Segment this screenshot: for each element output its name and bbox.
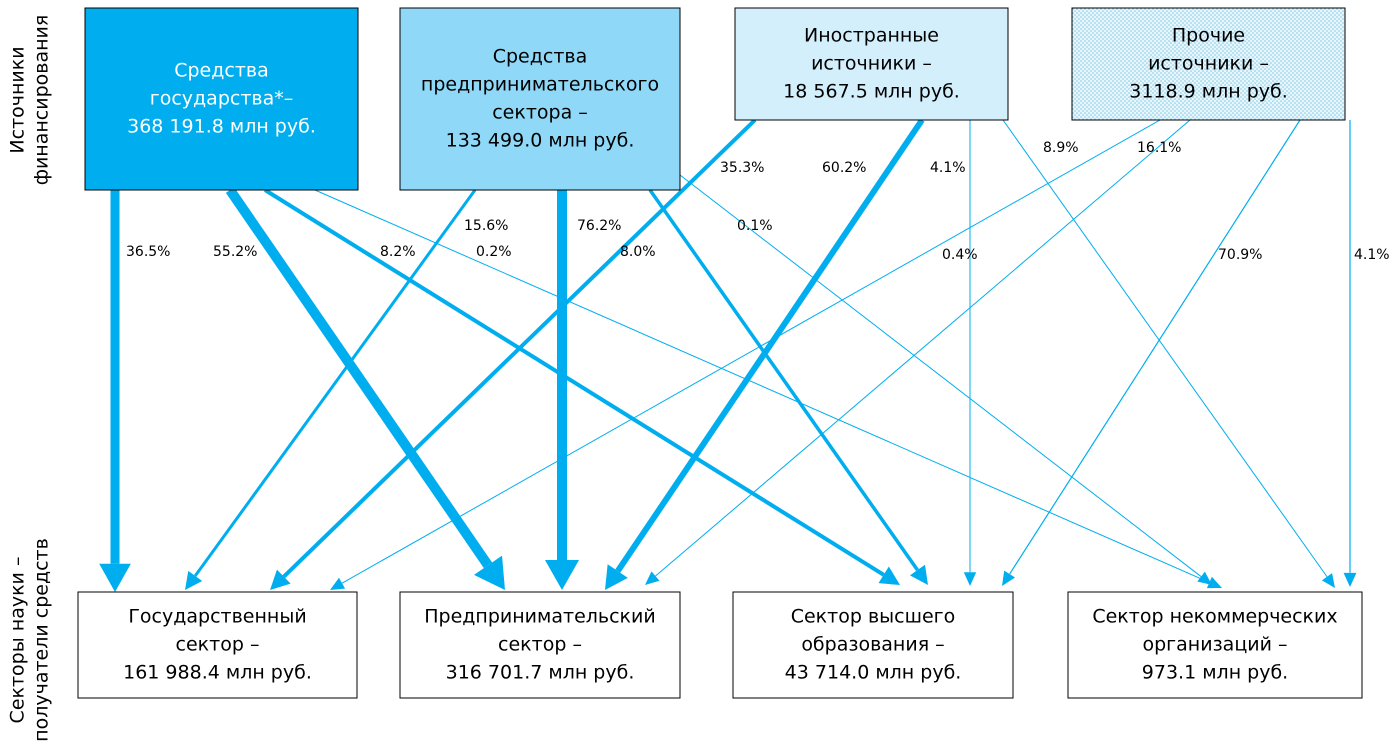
arrow-line <box>341 119 1161 584</box>
source-box <box>84 7 359 191</box>
arrow-line <box>314 189 1210 583</box>
arrow-head <box>185 570 203 590</box>
arrow-head <box>963 572 977 586</box>
axis-label: получатели средств <box>31 538 53 742</box>
source-text: Средства <box>174 60 269 82</box>
arrow-line <box>282 118 757 579</box>
arrow-head <box>473 555 505 590</box>
arrow-head <box>1206 576 1222 589</box>
flow-label: 0.4% <box>942 247 978 263</box>
source-text: Средства <box>493 46 588 68</box>
recipient-text: сектор – <box>176 634 260 656</box>
flow-label: 8.9% <box>1043 140 1079 156</box>
source-box <box>399 7 681 191</box>
arrow-head <box>909 564 928 585</box>
axis-label: финансирования <box>31 15 53 186</box>
flow-label: 55.2% <box>213 244 257 260</box>
arrow-head <box>605 564 628 590</box>
arrow-head <box>645 571 660 585</box>
arrow-head <box>1197 571 1212 585</box>
arrow-line <box>679 174 1202 577</box>
arrow-head <box>878 566 900 585</box>
flow-label: 16.1% <box>1137 140 1181 156</box>
flow-label: 4.1% <box>1354 247 1390 263</box>
arrow-line <box>225 187 493 569</box>
flow-label: 8.2% <box>380 244 416 260</box>
recipient-text: Государственный <box>128 606 306 628</box>
recipient-box <box>732 591 1014 699</box>
flow-label: 36.5% <box>126 244 170 260</box>
arrow-head <box>545 560 579 590</box>
arrow-line <box>655 119 1191 577</box>
arrow-line <box>1009 119 1301 575</box>
source-text: 368 191.8 млн руб. <box>127 116 316 138</box>
source-text: Прочие <box>1172 25 1245 47</box>
flow-label: 4.1% <box>930 160 966 176</box>
source-text: предпринимательского <box>421 74 659 96</box>
recipient-box <box>399 591 681 699</box>
arrow-line <box>263 188 885 577</box>
source-text: 3118.9 млн руб. <box>1129 81 1288 103</box>
source-text: 18 567.5 млн руб. <box>783 81 960 103</box>
flow-label: 0.1% <box>737 218 773 234</box>
source-box <box>734 7 1009 121</box>
flow-label: 35.3% <box>720 160 764 176</box>
recipient-text: Сектор некоммерческих <box>1092 606 1337 628</box>
arrow-line <box>615 118 925 573</box>
flow-label: 76.2% <box>577 218 621 234</box>
recipient-text: 316 701.7 млн руб. <box>446 662 635 684</box>
flow-label: 70.9% <box>1218 247 1262 263</box>
recipient-box <box>1067 591 1363 699</box>
source-box <box>1071 7 1346 121</box>
flow-label: 60.2% <box>822 160 866 176</box>
recipient-text: образования – <box>801 634 944 656</box>
flow-label: 0.2% <box>476 244 512 260</box>
source-text: источники – <box>811 53 932 75</box>
axis-label: Источники <box>7 46 29 153</box>
recipient-text: сектор – <box>498 634 582 656</box>
source-text: источники – <box>1148 53 1269 75</box>
recipient-text: 973.1 млн руб. <box>1142 662 1288 684</box>
flow-label: 8.0% <box>620 244 656 260</box>
recipient-text: 161 988.4 млн руб. <box>123 662 312 684</box>
recipient-text: организаций – <box>1143 634 1288 656</box>
source-text: Иностранные <box>804 25 939 47</box>
recipient-box <box>77 591 358 699</box>
arrow-head <box>1343 572 1357 587</box>
source-text: сектора – <box>492 102 588 124</box>
arrow-head <box>1321 573 1335 588</box>
flow-label: 15.6% <box>464 218 508 234</box>
arrow-head <box>270 569 291 590</box>
axis-label: Секторы науки – <box>7 557 29 724</box>
arrow-head <box>99 563 131 592</box>
recipient-text: Предпринимательский <box>424 606 655 628</box>
arrow-line <box>648 188 919 572</box>
source-text: 133 499.0 млн руб. <box>446 130 635 152</box>
arrow-head <box>1002 570 1016 586</box>
recipient-text: 43 714.0 млн руб. <box>785 662 962 684</box>
arrow-line <box>193 189 477 577</box>
arrow-line <box>1002 119 1328 578</box>
source-text: государства*– <box>150 88 294 110</box>
recipient-text: Сектор высшего <box>791 606 956 628</box>
arrow-head <box>330 577 346 590</box>
